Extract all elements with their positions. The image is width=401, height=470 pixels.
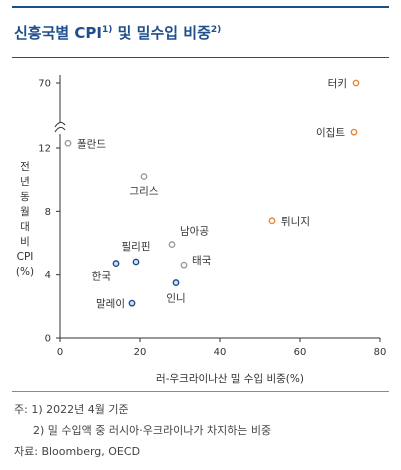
x-tick-label-60: 60 [294,347,307,358]
point-태국 [180,261,188,269]
point-label-터키: 터키 [328,78,347,90]
footnote-2: 2) 밀 수입액 중 러시아·우크라이나가 차지하는 비중 [33,424,272,437]
axis-break-mark-lower [54,126,66,133]
x-axis-label: 러-우크라이나산 밀 수입 비중(%) [156,372,304,385]
y-axis-label-line-6: 비 [20,236,30,248]
point-말레이 [128,299,136,307]
point-이집트 [350,128,358,136]
point-label-한국: 한국 [92,271,112,283]
point-label-그리스: 그리스 [130,186,159,198]
point-남아공 [168,241,176,248]
point-label-태국: 태국 [192,255,212,267]
point-폴란드 [64,139,72,147]
y-tick-label-12: 12 [38,144,51,155]
x-tick-label-80: 80 [374,347,387,358]
point-label-말레이: 말레이 [96,298,125,310]
point-label-폴란드: 폴란드 [77,138,106,150]
point-label-필리핀: 필리핀 [122,241,151,253]
axis-break-mark-upper [54,121,66,128]
x-tick-label-40: 40 [214,347,227,358]
y-tick-label-8: 8 [45,207,51,218]
y-tick-label-70: 70 [38,79,51,90]
point-튀니지 [268,217,276,225]
point-label-인니: 인니 [166,293,185,305]
point-그리스 [140,173,148,180]
x-tick-label-20: 20 [134,347,147,358]
footnote-1: 주: 1) 2022년 4월 기준 [14,403,129,416]
y-tick-label-0: 0 [45,334,51,345]
y-axis-label-line-1: 전 [20,161,30,173]
source-note: 자료: Bloomberg, OECD [14,445,141,458]
point-인니 [172,279,180,286]
y-axis-label-line-4: 월 [20,206,30,218]
y-axis-label-line-7: CPI [17,251,34,263]
point-터키 [352,79,360,87]
top-rule [12,6,389,8]
point-label-이집트: 이집트 [316,127,345,139]
title-rule [12,57,389,58]
x-tick-label-0: 0 [57,347,63,358]
y-axis-label-line-2: 년 [20,176,30,188]
scatter-chart: 0 20 40 60 80 0 4 8 12 70 러-우크라이나산 밀 수입 비중(%) 전년동월대… [16,75,387,385]
point-label-남아공: 남아공 [180,226,209,238]
y-tick-label-4: 4 [45,270,51,281]
point-label-튀니지: 튀니지 [281,216,310,228]
chart-title: 신흥국별 CPI1) 및 밀수입 비중2) [14,24,222,42]
point-한국 [112,260,120,267]
point-필리핀 [132,258,140,266]
y-axis-label-line-5: 대 [20,221,30,233]
y-axis-label-line-3: 동 [20,191,30,203]
footer-rule [12,391,389,392]
y-axis-label-line-8: (%) [16,266,34,278]
